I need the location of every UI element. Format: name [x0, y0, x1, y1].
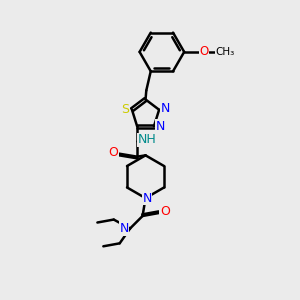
Text: CH₃: CH₃: [216, 47, 235, 57]
Text: N: N: [161, 102, 170, 115]
Text: O: O: [160, 205, 170, 218]
Text: O: O: [108, 146, 118, 159]
Text: O: O: [200, 45, 209, 58]
Text: N: N: [119, 222, 129, 235]
Text: N: N: [156, 120, 165, 133]
Text: N: N: [142, 192, 152, 205]
Text: NH: NH: [137, 133, 156, 146]
Text: S: S: [122, 103, 129, 116]
